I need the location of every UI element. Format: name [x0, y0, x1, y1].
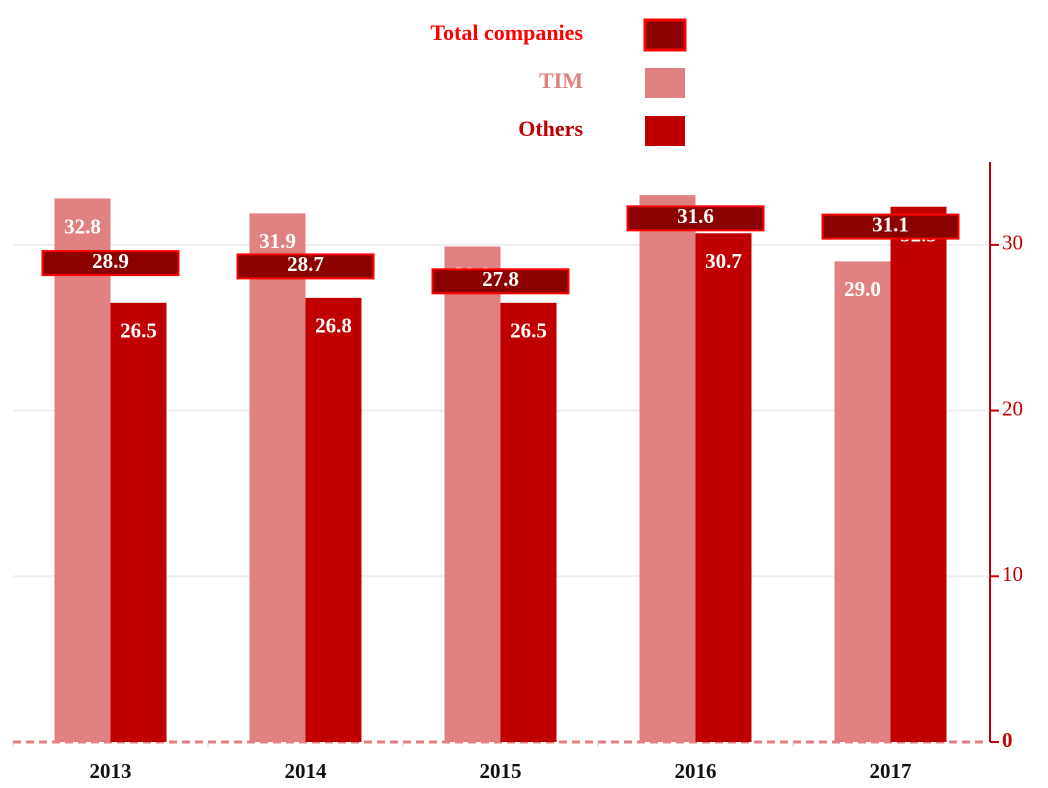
- bar: [639, 195, 696, 743]
- y-tick-label: 0: [1002, 728, 1013, 752]
- total-label: 28.9: [92, 249, 129, 273]
- x-tick-label: 2013: [90, 759, 132, 783]
- bar: [305, 297, 362, 742]
- bar: [500, 302, 557, 742]
- bar-label: 29.0: [844, 277, 881, 301]
- total-label: 28.7: [287, 252, 324, 276]
- total-marker: [41, 250, 180, 277]
- y-tick-label: 30: [1002, 231, 1023, 255]
- legend-label: TIM: [539, 68, 583, 93]
- legend-label: Total companies: [430, 20, 583, 45]
- bar-label: 31.9: [259, 229, 296, 253]
- total-marker: [431, 268, 570, 295]
- total-label: 31.1: [872, 212, 909, 236]
- total-label: 27.8: [482, 267, 519, 291]
- total-marker: [236, 253, 375, 280]
- bar: [890, 206, 947, 742]
- bar-label: 26.5: [120, 319, 157, 343]
- legend-label: Others: [518, 116, 583, 141]
- total-marker: [821, 213, 960, 240]
- bar-label: 32.8: [64, 214, 101, 238]
- bar: [834, 261, 891, 742]
- total-marker: [626, 205, 765, 232]
- bar: [444, 246, 501, 742]
- y-tick-label: 20: [1002, 396, 1023, 420]
- y-tick-label: 10: [1002, 562, 1023, 586]
- bar-label: 26.5: [510, 319, 547, 343]
- bar: [110, 302, 167, 742]
- bar: [54, 198, 111, 742]
- total-label: 31.6: [677, 204, 714, 228]
- bar-label: 30.7: [705, 249, 742, 273]
- x-tick-label: 2016: [675, 759, 717, 783]
- legend-swatch: [643, 18, 687, 52]
- legend-swatch: [645, 116, 685, 146]
- x-tick-label: 2017: [870, 759, 912, 783]
- legend-swatch: [645, 68, 685, 98]
- bar: [249, 213, 306, 742]
- x-tick-label: 2015: [480, 759, 522, 783]
- bar-label: 26.8: [315, 314, 352, 338]
- bar: [695, 233, 752, 742]
- x-tick-label: 2014: [285, 759, 328, 783]
